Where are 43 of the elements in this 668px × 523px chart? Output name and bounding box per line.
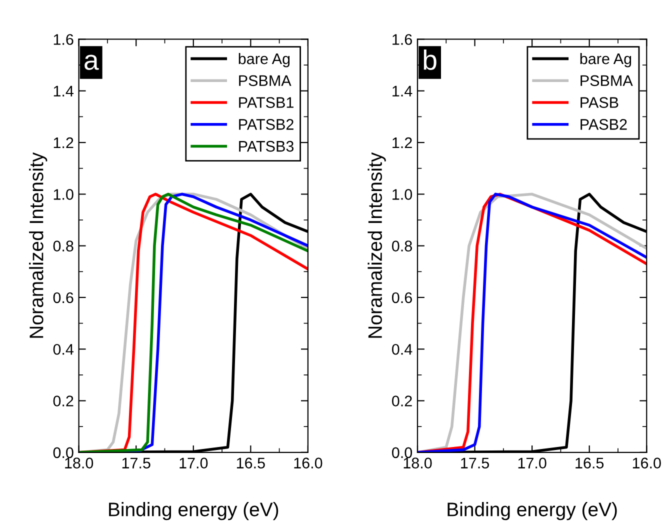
- legend-label: PATSB1: [239, 97, 294, 108]
- y-tick-label: 1.6: [392, 34, 412, 45]
- y-tick-label: 0.2: [53, 396, 74, 406]
- annotation: b: [424, 50, 436, 70]
- legend-label: bare Ag: [580, 52, 632, 68]
- x-axis-title: Binding energy (eV): [109, 502, 278, 520]
- annotation: a: [84, 54, 99, 70]
- y-tick-label: 1.0: [392, 189, 412, 200]
- x-tick-label: 17.5: [122, 458, 150, 468]
- x-tick-label: 17.0: [180, 458, 208, 468]
- y-tick-label: 1.6: [54, 34, 74, 45]
- legend-label: bare Ag: [238, 52, 290, 68]
- y-tick-label: 1.4: [392, 86, 412, 96]
- y-tick-label: 1.0: [54, 189, 74, 200]
- x-tick-label: 18.0: [404, 458, 432, 468]
- legend-label: PATSB3: [239, 140, 294, 152]
- y-tick-label: 0.2: [392, 396, 412, 406]
- y-tick-label: 0.8: [392, 240, 412, 252]
- x-tick-label: 17.5: [461, 458, 490, 468]
- x-tick-label: 16.0: [294, 458, 322, 468]
- legend-label: PASB: [580, 97, 618, 108]
- y-tick-label: 0.4: [53, 344, 74, 355]
- x-tick-label: 18.0: [65, 458, 94, 468]
- y-axis-title: Noramalized Intensity: [29, 152, 48, 338]
- y-tick-label: 1.2: [392, 137, 412, 148]
- y-tick-label: 0.0: [53, 447, 74, 458]
- y-tick-label: 0.8: [53, 240, 74, 252]
- x-tick-label: 16.5: [576, 458, 604, 468]
- y-axis-title: Noramalized Intensity: [368, 152, 386, 338]
- legend-label: PSBMA: [580, 75, 633, 86]
- x-tick-label: 16.0: [632, 458, 661, 468]
- legend-label: PATSB2: [239, 119, 294, 130]
- y-tick-label: 0.0: [392, 447, 412, 458]
- y-tick-label: 1.4: [54, 86, 74, 96]
- legend-label: PASB2: [580, 119, 627, 130]
- y-tick-label: 0.4: [392, 344, 412, 355]
- y-tick-label: 0.6: [392, 292, 412, 304]
- x-axis-title: Binding energy (eV): [448, 502, 617, 520]
- y-tick-label: 1.2: [54, 137, 74, 148]
- x-tick-label: 17.0: [518, 458, 546, 468]
- y-tick-label: 0.6: [53, 292, 74, 304]
- legend-label: PSBMA: [239, 75, 292, 86]
- x-tick-label: 16.5: [236, 458, 265, 468]
